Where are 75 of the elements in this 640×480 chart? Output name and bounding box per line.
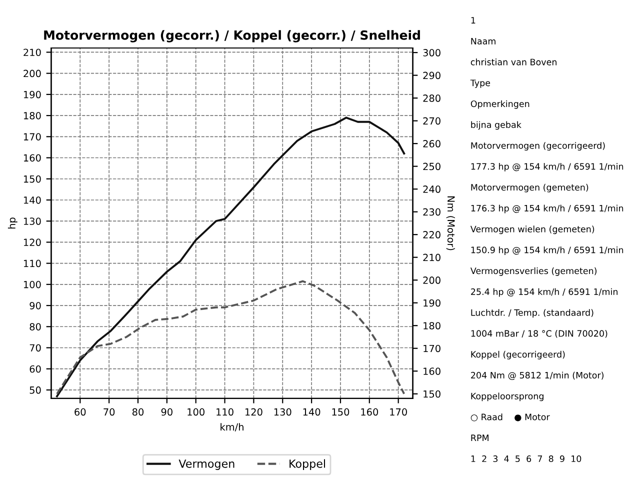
y2-tick-label: 280 [423,94,440,102]
y2-tick-label: 260 [423,140,440,148]
y-tick-label: 130 [24,218,41,225]
text: Vermogen wielen (gemeten) [470,226,594,234]
y-axis-title: hp [8,218,18,228]
x-tick-label: 140 [303,408,320,416]
text: Opmerkingen [470,100,530,109]
line-series [56,116,406,398]
text: christian van Boven [470,58,556,66]
x-tick-label: 70 [104,408,115,416]
y2-tick-label: 270 [423,117,440,125]
text: 176.3 hp @ 154 km/h / 6591 1/min [471,204,624,214]
x-tick-label: 120 [245,408,262,416]
text: 177.3 hp @ 154 km/h / 6591 1/min [471,162,624,172]
text: 204 Nm @ 5812 1/min (Motor) [471,372,604,380]
text: 25.4 hp @ 154 km/h / 6591 1/min [471,288,618,297]
y2-tick-label: 210 [423,254,440,262]
y-tick-label: 90 [30,302,41,310]
x-tick-label: 160 [361,408,378,416]
text: bijna gebak [471,121,522,130]
x-tick-label: 80 [132,408,144,416]
line-series [56,280,406,395]
y-tick-label: 50 [30,386,41,394]
y2-tick-label: 160 [424,368,440,375]
x-tick-label: 150 [332,408,350,416]
y-tick-label: 210 [24,48,41,56]
text: Motorvermogen (gemeten) [471,184,588,192]
y2-tick-label: 230 [423,208,440,216]
y2-tick-label: 250 [423,162,440,170]
y-tick-label: 180 [24,112,41,120]
text: Koppel (gecorrigeerd) [471,350,565,360]
y-tick-label: 190 [24,90,41,98]
y2-tick-label: 240 [423,186,440,193]
y-tick-label: 150 [24,175,41,183]
text: 1 2 3 4 5 6 7 8 9 10 [471,455,582,462]
text: Luchtdr. / Temp. (standaard) [471,309,594,318]
y-tick-label: 70 [30,344,41,352]
text: RPM [471,434,488,442]
y2-axis-title: Nm (Motor) [446,196,455,250]
y-tick-label: 120 [24,238,41,246]
y2-tick-label: 170 [424,344,440,352]
x-tick-label: 110 [216,408,234,416]
text: Motorvermogen (gecorrigeerd) [471,142,605,151]
text: 1004 mBar / 18 °C (DIN 70020) [471,330,608,338]
text: Vermogensverlies (gemeten) [470,267,596,276]
y-tick-label: 80 [30,323,41,330]
x-tick-label: 130 [274,408,292,416]
y2-tick-label: 200 [423,276,440,284]
y2-tick-label: 300 [423,49,440,56]
y-tick-label: 170 [24,133,41,140]
y2-tick-label: 180 [424,322,440,330]
chart-title: Motorvermogen (gecorr.) / Koppel (gecorr.) / Snelheid [44,30,420,42]
x-tick-label: 60 [74,408,86,416]
text: Naam [471,38,496,44]
x-tick-label: 100 [188,408,204,416]
y-tick-label: 200 [24,70,41,78]
legend-label: Koppel [290,459,326,470]
y-tick-label: 140 [24,196,41,204]
text: 150.9 hp @ 154 km/h / 6591 1/min [471,246,624,255]
text: ○ Raad ● Motor [470,414,550,422]
y-tick-label: 100 [24,280,41,288]
x-tick-label: 170 [390,408,407,416]
y2-tick-label: 150 [424,390,440,398]
text: Koppeloorsprong [471,392,544,402]
y-tick-label: 60 [30,365,41,373]
legend-label: Vermogen [178,460,234,470]
text: Type [470,80,490,88]
y2-tick-label: 220 [423,231,440,238]
y-tick-label: 160 [24,154,41,162]
y2-tick-label: 290 [423,72,440,80]
y2-tick-label: 190 [424,299,440,307]
text: 1 [471,17,476,24]
x-tick-label: 90 [161,408,172,416]
x-axis-title: km/h [220,423,244,432]
y-tick-label: 110 [24,260,41,268]
